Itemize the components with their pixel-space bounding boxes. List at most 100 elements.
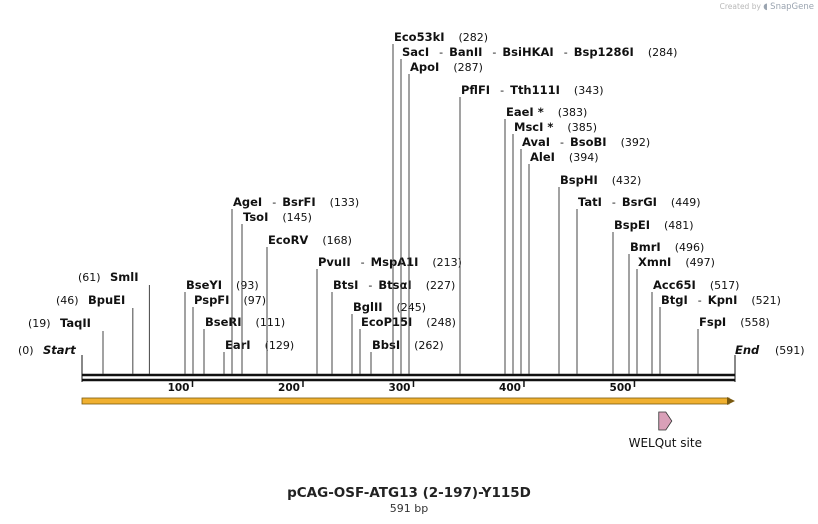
enzyme-site: SacI - BanII - BsiHKAI - Bsp1286I (284) <box>400 45 678 374</box>
enzyme-position: (168) <box>322 234 352 247</box>
enzyme-position: (129) <box>265 339 295 352</box>
enzyme-name: ApoI <box>410 60 439 74</box>
enzyme-name: BseRI <box>205 315 242 329</box>
enzyme-position: (227) <box>426 279 456 292</box>
enzyme-separator: - <box>272 196 276 209</box>
enzyme-position: (282) <box>459 31 489 44</box>
enzyme-position: (521) <box>751 294 781 307</box>
orf-bar <box>81 397 730 405</box>
enzyme-position: (517) <box>710 279 740 292</box>
enzyme-name: EaeI * <box>506 105 544 119</box>
enzyme-name: MscI * <box>514 120 553 134</box>
enzyme-site: EarI (129) <box>223 338 295 374</box>
enzyme-name: BanII <box>449 45 482 59</box>
enzyme-separator: - <box>612 196 616 209</box>
enzyme-site: PspFI (97) <box>192 293 266 374</box>
enzyme-position: (558) <box>740 316 770 329</box>
enzyme-position: (449) <box>671 196 701 209</box>
enzyme-site: BtsI - BtsαI (227) <box>331 278 456 374</box>
enzyme-name: TaqII <box>60 316 91 330</box>
start-label: Start <box>43 343 76 357</box>
enzyme-site: (19) TaqII <box>28 316 104 374</box>
enzyme-site: AgeI - BsrFI (133) <box>231 195 360 374</box>
enzyme-separator: - <box>361 256 365 269</box>
enzyme-position: (383) <box>558 106 588 119</box>
enzyme-name: FspI <box>699 315 726 329</box>
enzyme-position: (392) <box>621 136 651 149</box>
enzyme-site: EaeI * (383) <box>504 105 588 374</box>
enzyme-position: (284) <box>648 46 678 59</box>
enzyme-site: TatI - BsrGI (449) <box>576 195 701 374</box>
start-position: (0) <box>18 344 34 357</box>
enzyme-name: MspA1I <box>371 255 419 269</box>
enzyme-position: (97) <box>243 294 266 307</box>
snapgene-watermark: Created by ◖ SnapGene <box>719 2 814 12</box>
enzyme-position: (496) <box>675 241 705 254</box>
enzyme-name: BspEI <box>614 218 650 232</box>
enzyme-separator: - <box>564 46 568 59</box>
enzyme-site: FspI (558) <box>697 315 770 374</box>
enzyme-site: BspEI (481) <box>612 218 694 374</box>
enzyme-site: BspHI (432) <box>558 173 642 374</box>
enzyme-position: (245) <box>397 301 427 314</box>
enzyme-position: (343) <box>574 84 604 97</box>
enzyme-name: TatI <box>578 195 602 209</box>
enzyme-separator: - <box>439 46 443 59</box>
enzyme-position: (432) <box>612 174 642 187</box>
enzyme-name: BbsI <box>372 338 400 352</box>
enzyme-separator: - <box>500 84 504 97</box>
enzyme-name: AvaI <box>522 135 550 149</box>
enzyme-name: BtsI <box>333 278 358 292</box>
enzyme-name: BspHI <box>560 173 598 187</box>
enzyme-site: BtgI - KpnI (521) <box>659 293 781 374</box>
enzyme-site: PvuII - MspA1I (213) <box>316 255 462 374</box>
enzyme-name: PvuII <box>318 255 351 269</box>
ruler-tick-label: 300 <box>389 382 411 394</box>
enzyme-name: TsoI <box>243 210 268 224</box>
enzyme-name: Eco53kI <box>394 30 445 44</box>
enzyme-site: MscI * (385) <box>512 120 597 374</box>
enzyme-name: EcoRV <box>268 233 308 247</box>
enzyme-name: Acc65I <box>653 278 696 292</box>
ruler-tick-label: 400 <box>499 382 521 394</box>
snapgene-logo-icon: ◖ <box>763 2 768 12</box>
ruler-tick-label: 200 <box>278 382 300 394</box>
enzyme-name: SacI <box>402 45 429 59</box>
enzyme-position: (133) <box>330 196 360 209</box>
enzyme-separator: - <box>560 136 564 149</box>
enzyme-position: (61) <box>78 271 101 284</box>
enzyme-site: (61) SmlI <box>78 270 150 374</box>
enzyme-position: (497) <box>685 256 715 269</box>
welqut-site-feature <box>658 411 673 431</box>
enzyme-name: BsrGI <box>622 195 657 209</box>
enzyme-separator: - <box>492 46 496 59</box>
enzyme-name: EcoP15I <box>361 315 412 329</box>
enzyme-site: TsoI (145) <box>241 210 312 374</box>
enzyme-site: EcoRV (168) <box>266 233 352 374</box>
enzyme-site: AleI (394) <box>528 150 599 374</box>
enzyme-name: EarI <box>225 338 251 352</box>
enzyme-name: SmlI <box>110 270 139 284</box>
enzyme-site: Eco53kI (282) <box>392 30 489 374</box>
enzyme-site: EcoP15I (248) <box>359 315 456 374</box>
enzyme-site: Acc65I (517) <box>651 278 740 374</box>
enzyme-site: PflFI - Tth111I (343) <box>459 83 604 374</box>
enzyme-name: Bsp1286I <box>574 45 634 59</box>
enzyme-name: BseYI <box>186 278 222 292</box>
end-position: (591) <box>775 344 805 357</box>
ruler-tick-label: 100 <box>168 382 190 394</box>
enzyme-site: BglII (245) <box>351 300 427 374</box>
enzyme-name: BtsαI <box>378 278 411 292</box>
enzyme-site: BbsI (262) <box>370 338 444 374</box>
enzyme-name: KpnI <box>708 293 738 307</box>
enzyme-position: (145) <box>282 211 312 224</box>
enzyme-position: (385) <box>567 121 597 134</box>
enzyme-name: BsiHKAI <box>502 45 553 59</box>
enzyme-name: BpuEI <box>88 293 125 307</box>
enzyme-name: BglII <box>353 300 383 314</box>
enzyme-position: (19) <box>28 317 51 330</box>
enzyme-position: (394) <box>569 151 599 164</box>
enzyme-site: AvaI - BsoBI (392) <box>520 135 651 374</box>
enzyme-position: (248) <box>426 316 456 329</box>
